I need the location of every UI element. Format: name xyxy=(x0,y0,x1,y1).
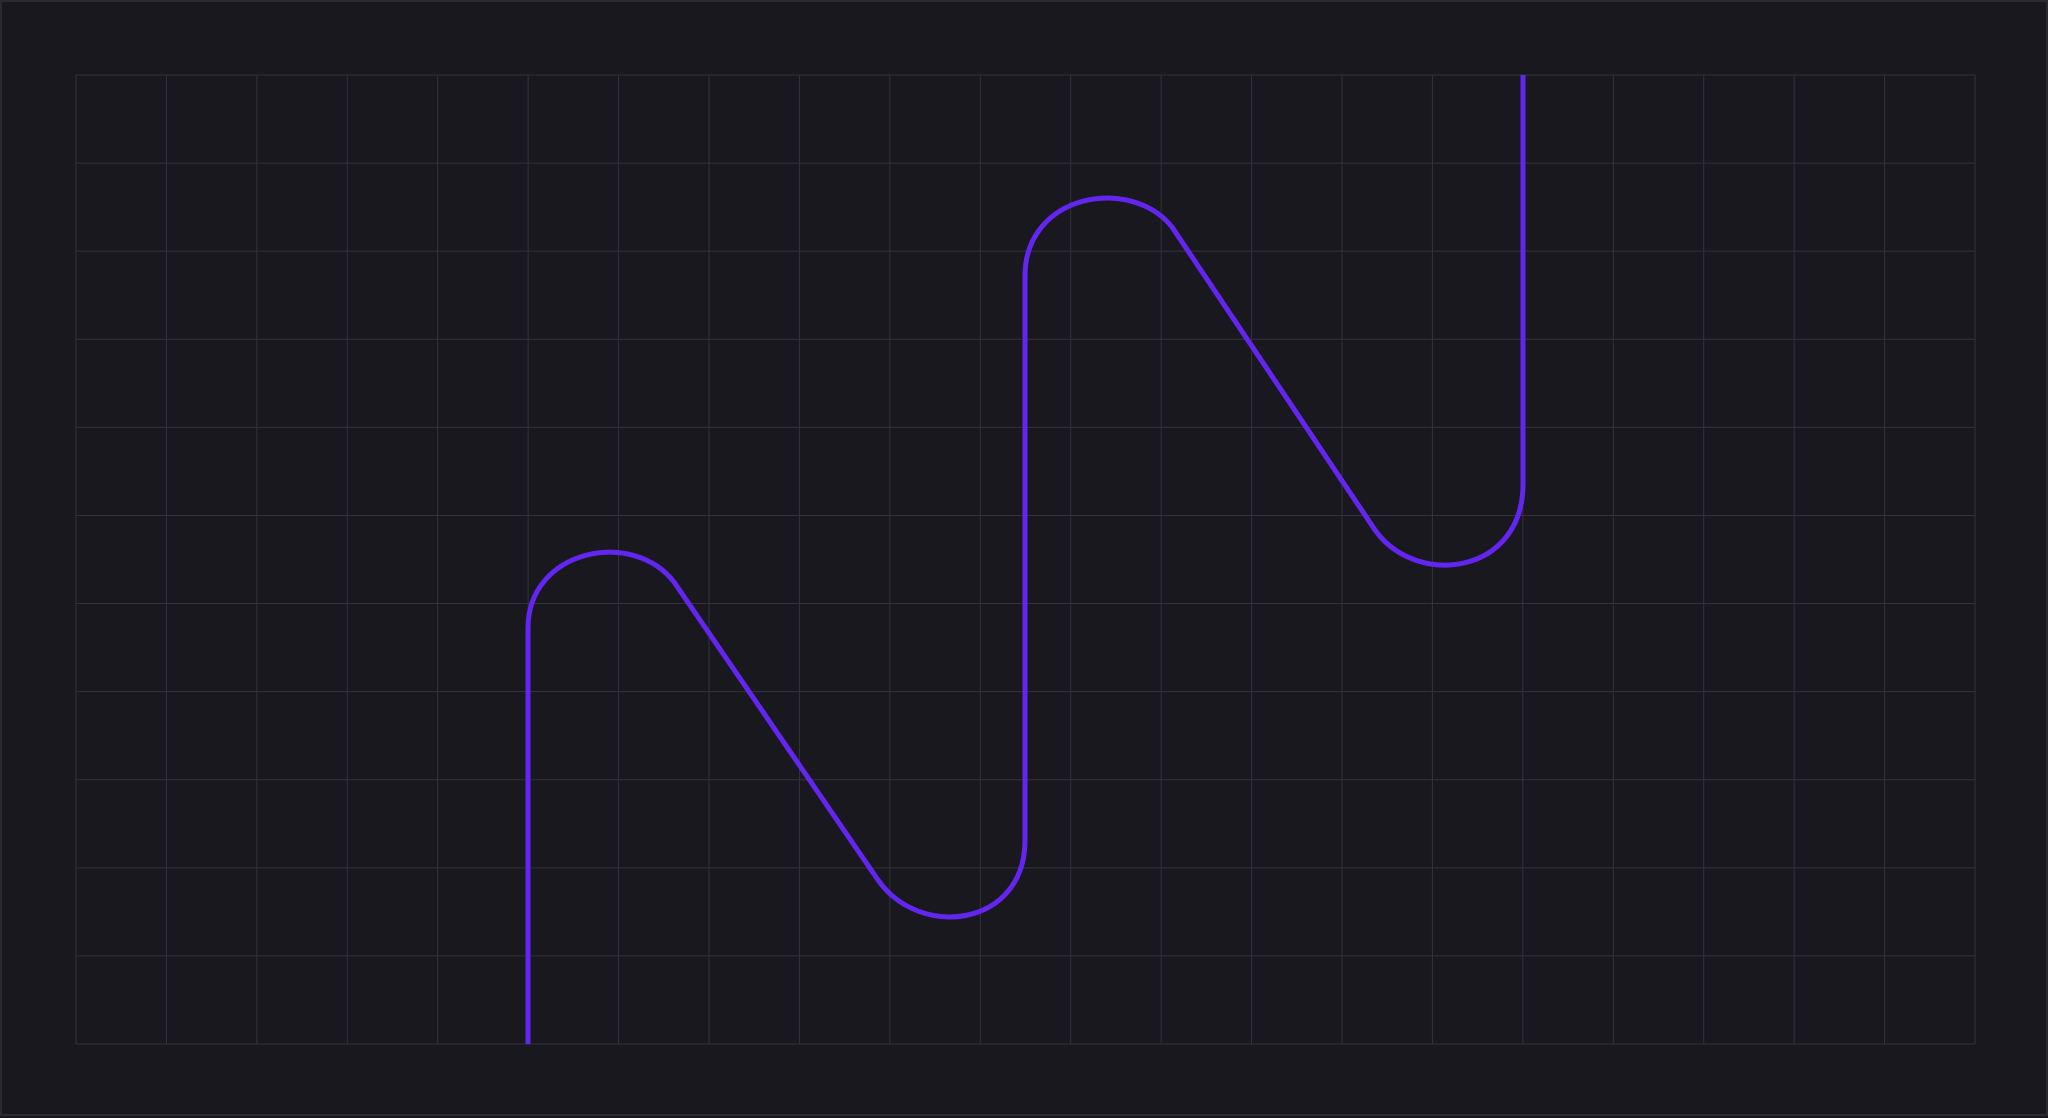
zigzag-path xyxy=(525,75,1526,1044)
